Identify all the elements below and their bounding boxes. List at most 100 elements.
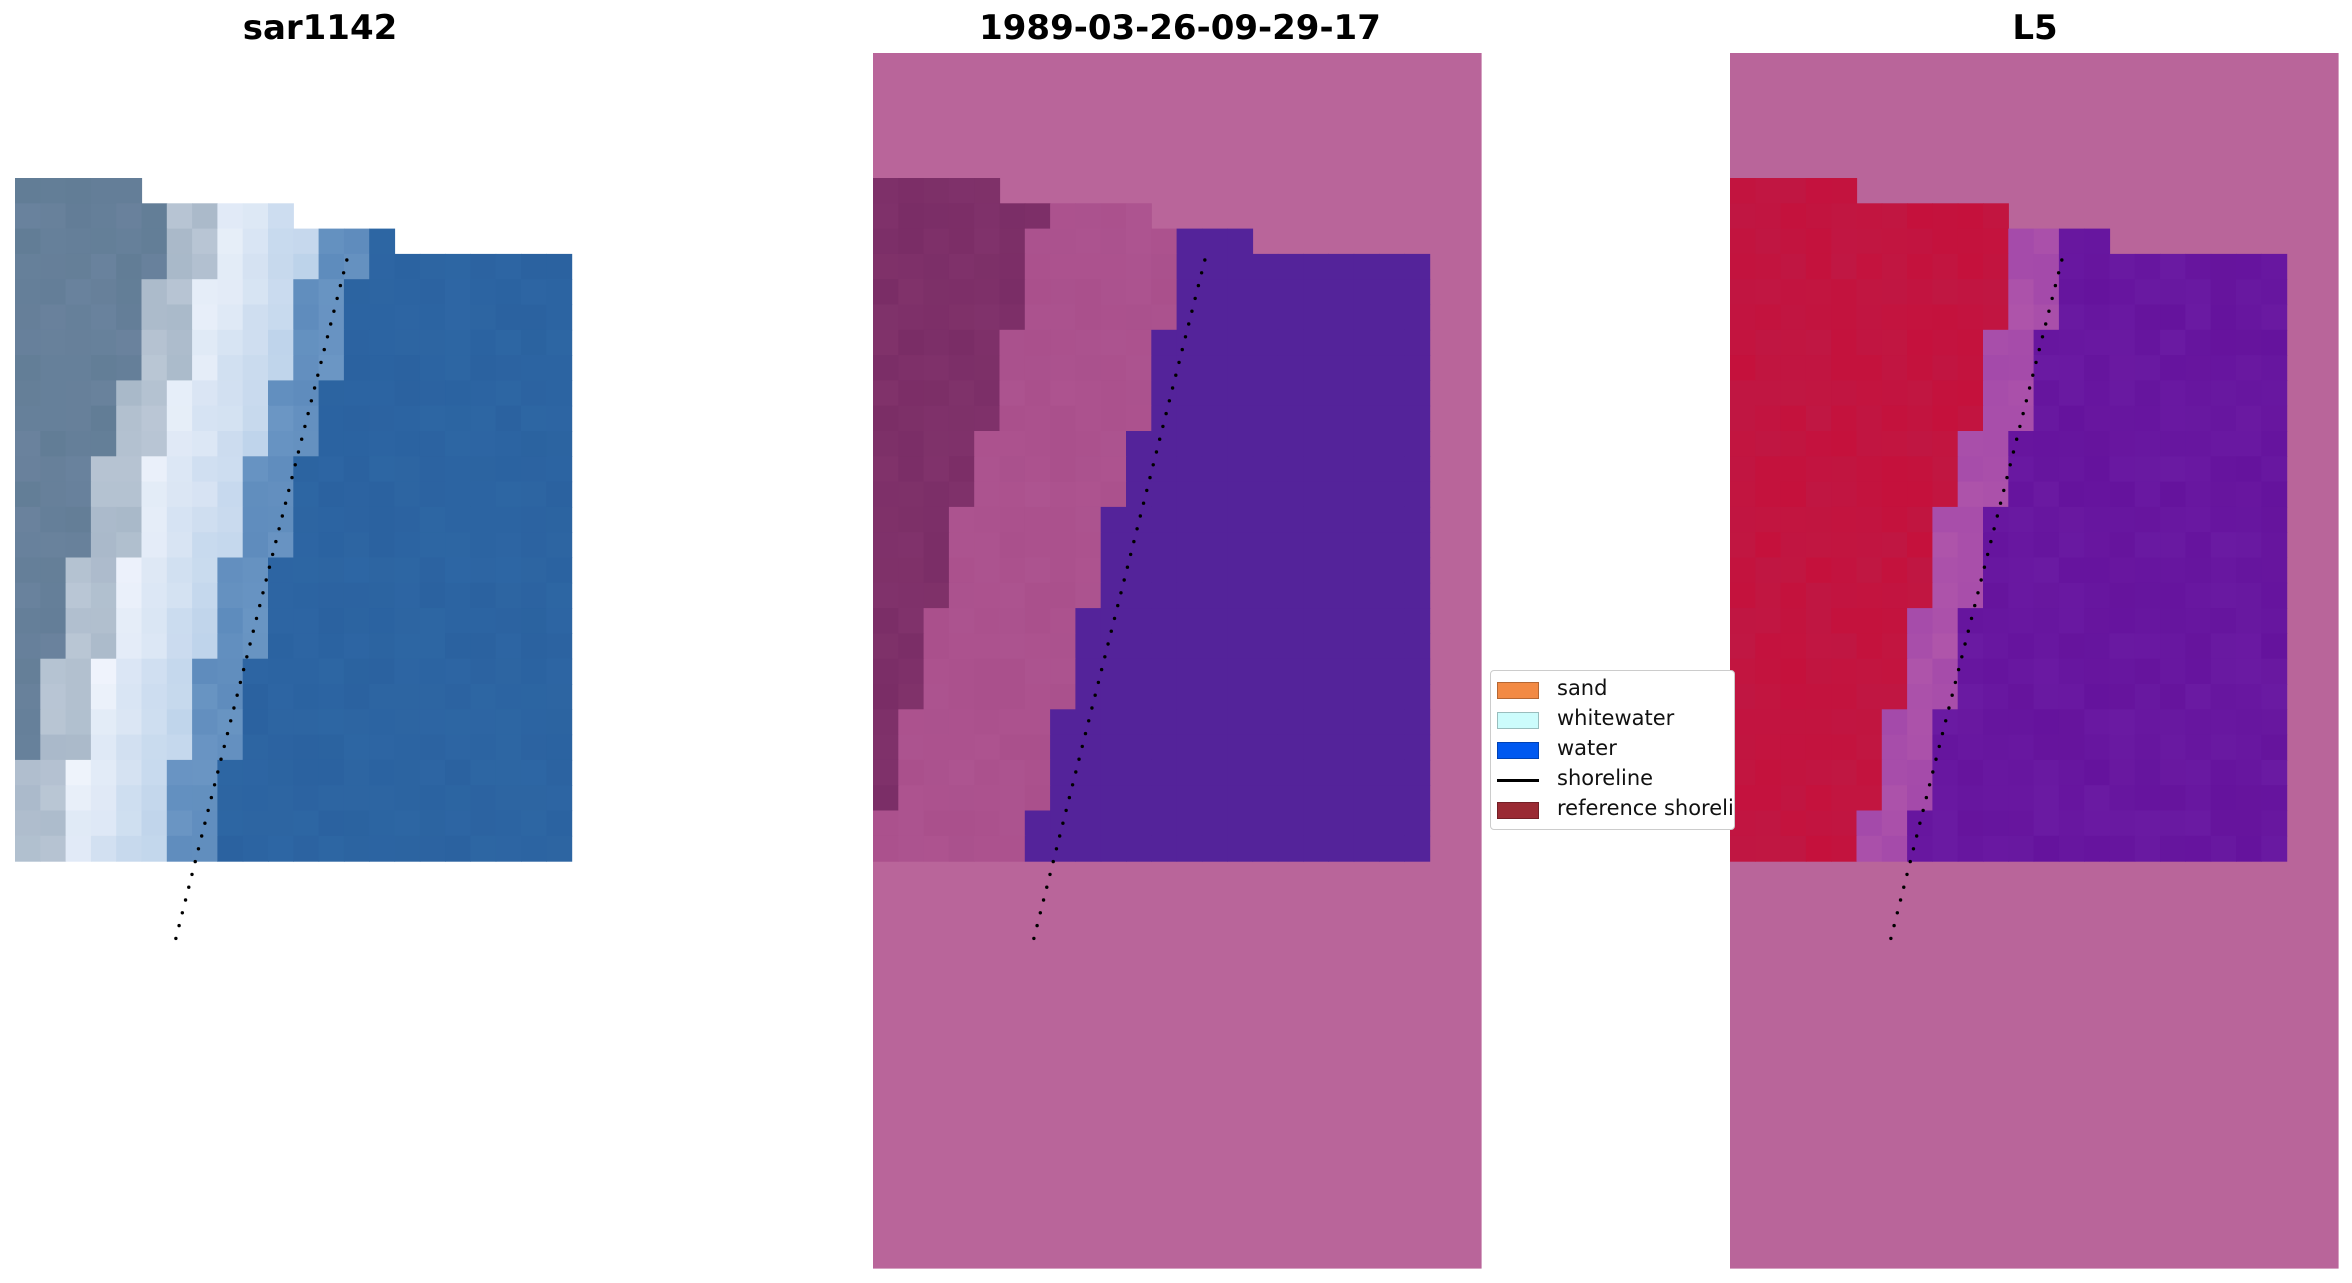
classified-pixel	[1151, 684, 1178, 710]
shoreline-point	[2011, 450, 2016, 454]
classified-pixel	[898, 557, 925, 584]
classified-pixel	[1024, 785, 1051, 812]
rgb-pixel	[521, 759, 547, 786]
classified-pixel	[974, 253, 1001, 280]
classified-pixel	[873, 431, 899, 457]
shoreline-point	[283, 501, 288, 505]
classified-pixel	[1126, 380, 1152, 407]
rgb-pixel	[419, 253, 446, 280]
classified-pixel	[1404, 709, 1431, 736]
rgb-pixel	[318, 532, 345, 559]
classified-pixel	[1100, 456, 1127, 483]
rgb-pixel	[394, 658, 421, 685]
shoreline-point	[1982, 565, 1987, 569]
classified-pixel	[1075, 431, 1102, 457]
index-pixel	[1932, 557, 1959, 584]
rgb-pixel	[268, 810, 294, 837]
classified-pixel	[1151, 279, 1178, 306]
classified-pixel	[1277, 785, 1304, 812]
classified-pixel	[923, 759, 950, 786]
classified-pixel	[1252, 734, 1279, 761]
classified-pixel	[1201, 456, 1228, 483]
shoreline-point	[212, 783, 217, 787]
classified-pixel	[1126, 658, 1152, 685]
rgb-pixel	[445, 709, 471, 736]
shoreline-point	[1966, 629, 1970, 633]
rgb-pixel	[495, 709, 522, 736]
rgb-pixel	[445, 785, 471, 812]
rgb-pixel	[419, 810, 446, 837]
rgb-pixel	[318, 405, 345, 432]
classified-pixel	[974, 582, 1001, 609]
rgb-pixel	[546, 658, 573, 685]
rgb-pixel	[318, 355, 345, 381]
classified-pixel	[1126, 734, 1152, 761]
index-pixel	[1780, 785, 1807, 812]
classified-pixel	[1227, 709, 1254, 736]
index-pixel	[1907, 203, 1933, 230]
classified-pixel	[1353, 608, 1380, 634]
rgb-pixel	[394, 582, 421, 609]
classified-pixel	[873, 658, 899, 685]
rgb-pixel	[40, 253, 67, 280]
rgb-pixel	[419, 759, 446, 786]
rgb-pixel	[343, 633, 370, 660]
classified-pixel	[948, 279, 975, 306]
rgb-pixel	[242, 709, 269, 736]
classified-pixel	[1404, 734, 1431, 761]
rgb-pixel	[141, 684, 168, 710]
classified-pixel	[1075, 279, 1102, 306]
classified-pixel	[1024, 405, 1051, 432]
index-pixel	[1983, 810, 2009, 837]
rgb-pixel	[192, 633, 218, 660]
index-pixel	[1805, 835, 1832, 862]
classified-pixel	[1404, 532, 1431, 559]
index-pixel	[1957, 684, 1984, 710]
index-pixel	[2210, 456, 2237, 483]
index-pixel	[1932, 785, 1959, 812]
index-pixel	[2236, 279, 2262, 306]
rgb-pixel	[116, 380, 143, 407]
classified-pixel	[1277, 253, 1304, 280]
classified-pixel	[1100, 759, 1127, 786]
classified-pixel	[1024, 253, 1051, 280]
index-pixel	[2109, 684, 2136, 710]
classified-pixel	[1303, 633, 1329, 660]
index-pixel	[2084, 759, 2111, 786]
index-pixel	[2109, 431, 2136, 457]
shoreline-point	[193, 859, 197, 864]
classified-pixel	[898, 658, 925, 685]
classified-pixel	[1201, 329, 1228, 356]
index-pixel	[2185, 684, 2212, 710]
index-pixel	[1780, 734, 1807, 761]
classified-pixel	[1227, 506, 1254, 533]
rgb-pixel	[419, 785, 446, 812]
rgb-pixel	[343, 759, 370, 786]
classified-pixel	[1100, 835, 1127, 862]
classified-pixel	[1277, 684, 1304, 710]
rgb-pixel	[546, 709, 573, 736]
classified-pixel	[1227, 456, 1254, 483]
index-pixel	[1983, 709, 2009, 736]
rgb-pixel	[141, 456, 168, 483]
classified-pixel	[1151, 759, 1178, 786]
index-pixel	[2210, 608, 2237, 634]
rgb-pixel	[90, 456, 117, 483]
rgb-pixel	[318, 709, 345, 736]
index-pixel	[2058, 759, 2085, 786]
index-pixel	[1831, 355, 1858, 381]
index-pixel	[1755, 734, 1782, 761]
classified-pixel	[1176, 279, 1203, 306]
rgb-pixel	[369, 329, 396, 356]
shoreline-point	[203, 821, 207, 825]
classified-pixel	[873, 608, 899, 634]
classified-pixel	[999, 608, 1026, 634]
shoreline-point	[1041, 898, 1046, 902]
classified-pixel	[873, 178, 899, 204]
classified-pixel	[948, 633, 975, 660]
rgb-pixel	[546, 279, 573, 306]
index-pixel	[2134, 633, 2161, 660]
rgb-pixel	[40, 481, 67, 508]
index-pixel	[1805, 380, 1832, 407]
index-pixel	[2134, 658, 2161, 685]
